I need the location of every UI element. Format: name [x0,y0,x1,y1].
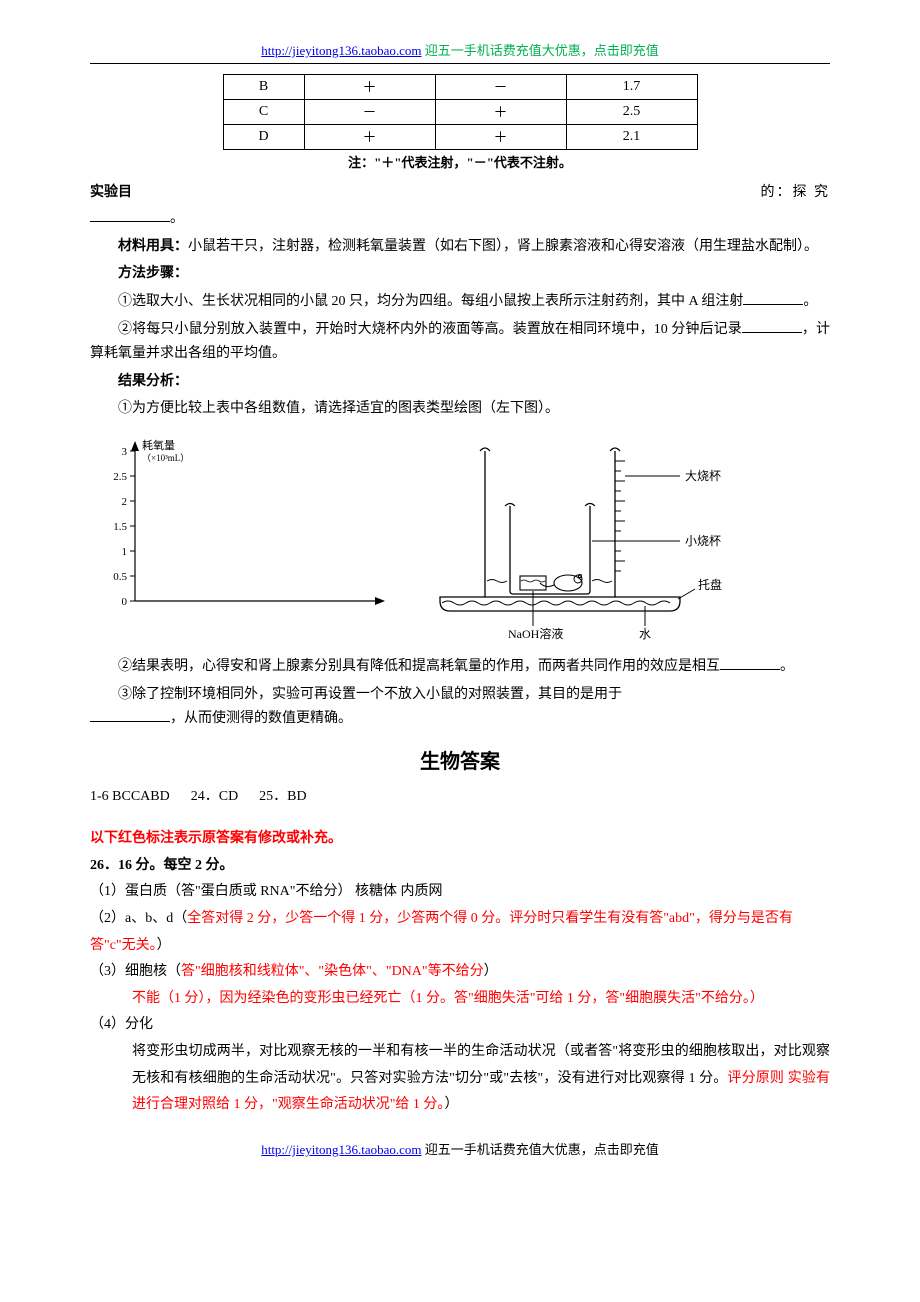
cell: ＋ [435,100,566,125]
table-row: B ＋ － 1.7 [223,75,697,100]
fill-blank [743,290,803,305]
label-tray: 托盘 [698,577,722,592]
cell: ＋ [435,125,566,150]
cell: － [435,75,566,100]
cell: C [223,100,304,125]
fill-blank [742,318,802,333]
header-divider [90,63,830,64]
step-2: ②将每只小鼠分别放入装置中，开始时大烧杯内外的液面等高。装置放在相同环境中，10… [90,318,830,366]
table-note: 注："＋"代表注射，"－"代表不注射。 [90,152,830,171]
q26-1: （1）蛋白质（答"蛋白质或 RNA"不给分） 核糖体 内质网 [90,879,830,906]
q26-2: （2）a、b、d（全答对得 2 分，少答一个得 1 分，少答两个得 0 分。评分… [90,906,830,959]
result-3: ③除了控制环境相同外，实验可再设置一个不放入小鼠的对照装置，其目的是用于 ，从而… [90,683,830,731]
cell: － [304,100,435,125]
step-1: ①选取大小、生长状况相同的小鼠 20 只，均分为四组。每组小鼠按上表所示注射药剂… [90,290,830,314]
method-label: 方法步骤： [90,262,830,286]
label-small-cup: 小烧杯 [685,534,721,548]
exp-goal-left: 实验目 [90,181,132,205]
svg-text:1.5: 1.5 [113,521,127,533]
ylabel-2: （×10³mL） [142,453,189,463]
svg-text:1: 1 [122,546,128,558]
q26-head: 26．16 分。每空 2 分。 [90,853,830,880]
result-label: 结果分析： [90,370,830,394]
materials-label: 材料用具： [118,239,188,254]
exp-goal-blank: 。 [90,207,830,231]
cell: ＋ [304,125,435,150]
label-big-cup: 大烧杯 [685,469,721,483]
materials-text: 小鼠若干只，注射器，检测耗氧量装置（如右下图），肾上腺素溶液和心得安溶液（用生理… [188,239,818,254]
table-row: C － ＋ 2.5 [223,100,697,125]
header-url[interactable]: http://jieyitong136.taobao.com [261,43,421,58]
svg-text:2.5: 2.5 [113,471,127,483]
q26-4-head: （4）分化 [90,1012,830,1039]
cell: 2.1 [566,125,697,150]
q26-3d: 不能（1 分），因为经染色的变形虫已经死亡（1 分。答"细胞失活"可给 1 分，… [90,986,830,1013]
result-2: ②结果表明，心得安和肾上腺素分别具有降低和提高耗氧量的作用，而两者共同作用的效应… [90,655,830,679]
svg-text:0.5: 0.5 [113,571,127,583]
result-1: ①为方便比较上表中各组数值，请选择适宜的图表类型绘图（左下图）。 [90,397,830,421]
q26-3: （3）细胞核（答"细胞核和线粒体"、"染色体"、"DNA"等不给分） [90,959,830,986]
cell: 1.7 [566,75,697,100]
exp-goal-right: 的：探 究 [761,181,831,205]
footer-url[interactable]: http://jieyitong136.taobao.com [261,1142,421,1157]
experiment-goal: 实验目 的：探 究 [90,181,830,205]
answer-title: 生物答案 [90,745,830,774]
cell: B [223,75,304,100]
cell: ＋ [304,75,435,100]
cell: D [223,125,304,150]
table-row: D ＋ ＋ 2.1 [223,125,697,150]
svg-text:2: 2 [122,496,128,508]
injection-table: B ＋ － 1.7 C － ＋ 2.5 D ＋ ＋ 2.1 [223,74,698,150]
apparatus-diagram: 大烧杯 小烧杯 托盘 NaOH溶液 水 [420,431,760,641]
label-water: 水 [639,627,651,641]
svg-text:0: 0 [122,596,128,608]
oxygen-chart: 0 0.5 1 1.5 2 2.5 3 耗氧量 （×10³mL） [90,431,390,621]
mc-answers: 1-6 BCCABD 24．CD 25．BD [90,784,830,811]
footer-tail: 迎五一手机话费充值大优惠，点击即充值 [422,1142,659,1157]
fill-blank [90,707,170,722]
label-naoh: NaOH溶液 [508,626,563,641]
materials: 材料用具：小鼠若干只，注射器，检测耗氧量装置（如右下图），肾上腺素溶液和心得安溶… [90,235,830,259]
header-tail: 迎五一手机话费充值大优惠，点击即充值 [422,43,659,58]
red-note: 以下红色标注表示原答案有修改或补充。 [90,826,830,853]
cell: 2.5 [566,100,697,125]
q26-4: 将变形虫切成两半，对比观察无核的一半和有核一半的生命活动状况（或者答"将变形虫的… [90,1039,830,1119]
fill-blank [720,655,780,670]
ylabel-1: 耗氧量 [142,438,175,452]
svg-text:3: 3 [122,446,128,458]
fill-blank [90,207,170,222]
header-link: http://jieyitong136.taobao.com 迎五一手机话费充值… [90,40,830,59]
footer-link: http://jieyitong136.taobao.com 迎五一手机话费充值… [90,1139,830,1158]
diagram-row: 0 0.5 1 1.5 2 2.5 3 耗氧量 （×10³mL） [90,431,830,641]
